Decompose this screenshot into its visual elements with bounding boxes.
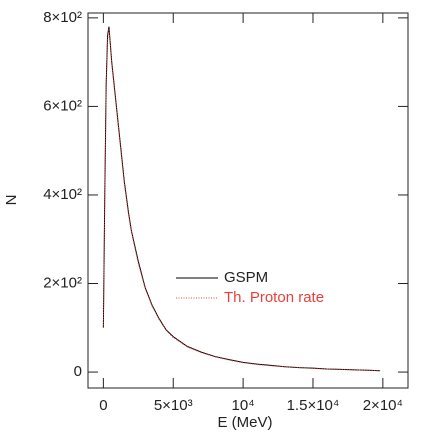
series-line <box>102 28 381 372</box>
plot-frame <box>87 12 409 389</box>
y-tick-label: 6×10² <box>43 97 82 114</box>
series-line <box>102 26 381 372</box>
x-axis-label: E (MeV) <box>217 414 272 431</box>
y-tick-label: 4×10² <box>43 186 82 203</box>
y-tick-label: 8×10² <box>43 9 82 26</box>
y-tick-label: 0 <box>74 363 82 380</box>
x-tick-label: 0 <box>99 397 107 414</box>
x-tick-label: 1.5×10⁴ <box>287 397 340 414</box>
legend-label: Th. Proton rate <box>224 289 324 306</box>
y-tick-label: 2×10² <box>43 274 82 291</box>
x-tick-label: 2×10⁴ <box>363 397 403 414</box>
x-tick-label: 5×10³ <box>154 397 193 414</box>
x-tick-label: 10⁴ <box>232 397 255 414</box>
y-axis-label: N <box>3 195 20 206</box>
legend-label: GSPM <box>224 269 268 286</box>
